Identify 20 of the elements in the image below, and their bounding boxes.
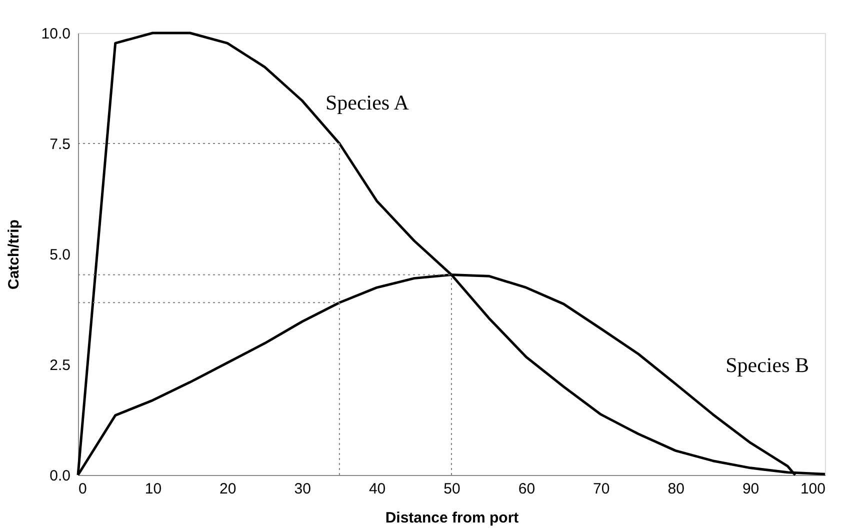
x-tick-label: 30 <box>294 480 311 498</box>
x-axis-title: Distance from port <box>385 510 519 526</box>
x-tick-label: 50 <box>444 480 460 498</box>
x-tick-label: 70 <box>593 480 610 498</box>
y-tick-label: 5.0 <box>50 246 70 264</box>
y-tick-label: 7.5 <box>50 136 70 153</box>
x-tick-label: 90 <box>742 480 760 498</box>
series-label: Species A <box>325 90 410 114</box>
x-tick-label: 80 <box>668 480 684 498</box>
x-tick-label: 10 <box>144 480 162 498</box>
x-tick-label: 100 <box>800 480 826 498</box>
y-tick-label: 2.5 <box>50 357 70 374</box>
x-tick-label: 60 <box>518 480 536 498</box>
x-tick-label: 20 <box>220 480 236 498</box>
series-label: Species B <box>726 352 810 377</box>
y-tick-label: 0.0 <box>50 468 70 484</box>
y-tick-label: 10.0 <box>41 26 70 42</box>
x-tick-label: 0 <box>78 480 87 498</box>
y-axis-title: Catch/trip <box>5 219 22 290</box>
x-tick-label: 40 <box>368 480 386 498</box>
